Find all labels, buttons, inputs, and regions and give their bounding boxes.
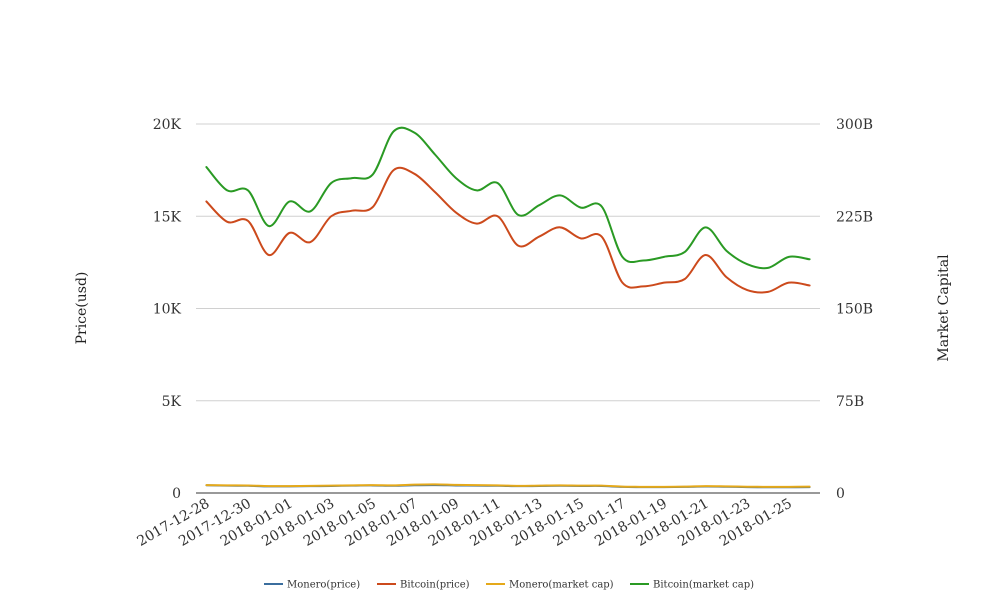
left-tick-label: 20K (153, 117, 182, 133)
right-axis-ticks: 0 75B 150B 225B 300B (836, 117, 873, 502)
legend-item[interactable]: Bitcoin(price) (377, 580, 470, 591)
series-line-monero-market-cap (205, 483, 811, 488)
left-tick-label: 5K (162, 394, 182, 410)
right-tick-label: 225B (836, 209, 873, 225)
right-tick-label: 150B (836, 302, 873, 318)
series-lines (205, 126, 811, 489)
left-axis-title: Price(usd) (74, 272, 90, 345)
series-line-bitcoin-market-cap (205, 126, 811, 270)
grid-lines (196, 123, 820, 494)
x-axis-ticks: 2017-12-282017-12-302018-01-012018-01-03… (134, 496, 794, 550)
series-line-bitcoin-price (205, 166, 811, 294)
legend-item[interactable]: Monero(market cap) (486, 580, 614, 591)
legend: Monero(price) Bitcoin(price) Monero(market… (264, 580, 754, 591)
right-tick-label: 0 (836, 486, 845, 502)
legend-item[interactable]: Monero(price) (264, 580, 360, 591)
legend-label: Monero(market cap) (509, 580, 614, 591)
left-tick-label: 15K (153, 209, 182, 225)
legend-item[interactable]: Bitcoin(market cap) (630, 580, 754, 591)
right-tick-label: 300B (836, 117, 873, 133)
legend-label: Monero(price) (287, 580, 360, 591)
left-tick-label: 10K (153, 302, 182, 318)
left-tick-label: 0 (172, 486, 181, 502)
legend-label: Bitcoin(price) (400, 580, 470, 591)
left-axis-ticks: 0 5K 10K 15K 20K (153, 117, 182, 502)
right-axis-title: Market Capital (936, 254, 952, 362)
right-tick-label: 75B (836, 394, 864, 410)
legend-label: Bitcoin(market cap) (653, 580, 754, 591)
